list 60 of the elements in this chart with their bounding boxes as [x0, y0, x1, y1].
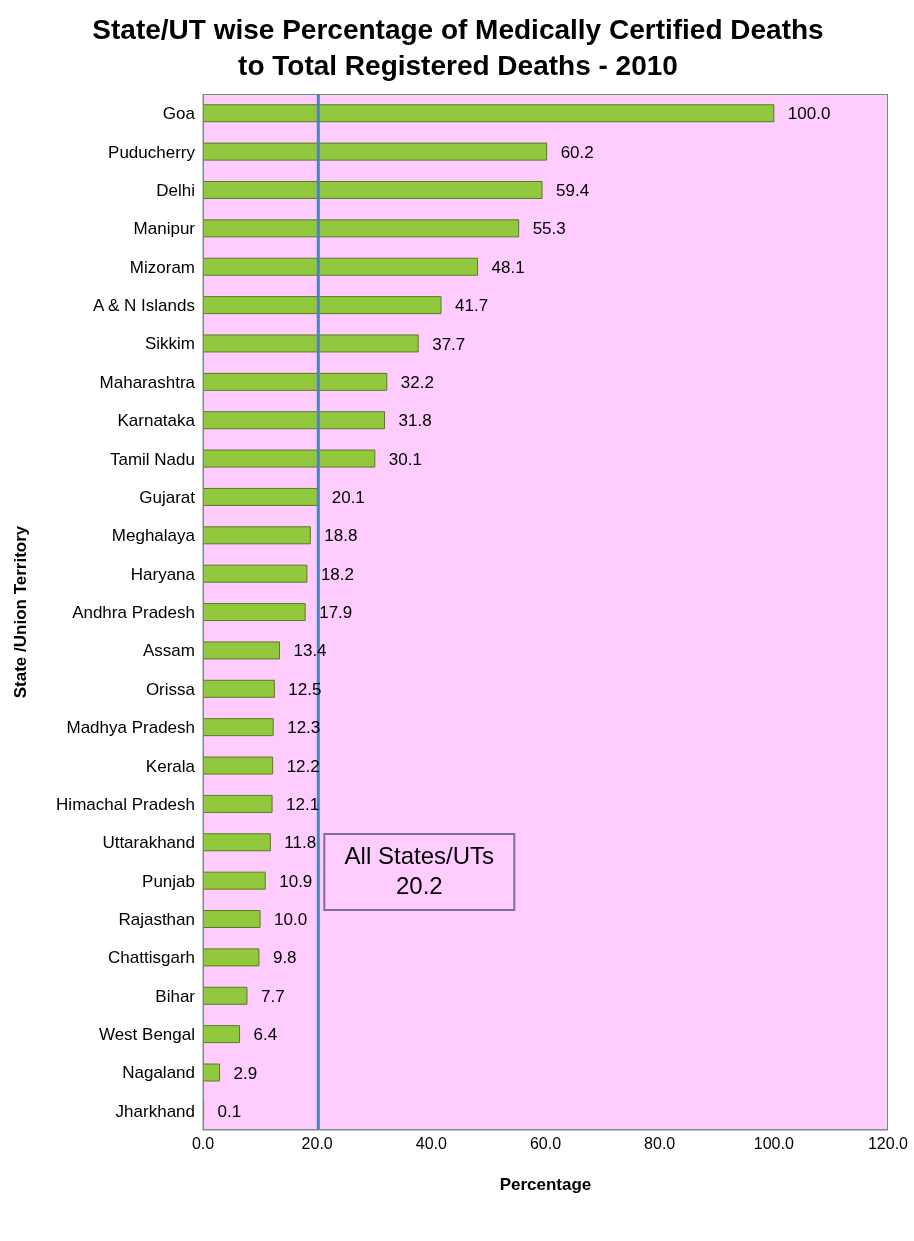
y-tick-label: Goa — [162, 104, 196, 124]
x-tick-label: 0.0 — [191, 1135, 215, 1153]
data-label: 11.8 — [284, 833, 317, 853]
y-tick-label: West Bengal — [98, 1025, 195, 1045]
data-label: 32.2 — [400, 372, 434, 392]
data-label: 18.8 — [324, 526, 358, 546]
x-tick-label: 80.0 — [644, 1135, 676, 1153]
data-label: 100.0 — [787, 104, 831, 124]
data-label: 0.1 — [217, 1101, 242, 1121]
y-tick-label: Bihar — [155, 986, 196, 1006]
y-tick-label: Assam — [143, 641, 195, 661]
data-label: 18.2 — [320, 564, 354, 584]
data-label: 9.8 — [272, 948, 297, 968]
y-tick-label: Maharashtra — [99, 372, 196, 392]
y-tick-label: Gujarat — [139, 487, 196, 507]
data-label: 7.7 — [260, 986, 285, 1006]
y-tick-label: Madhya Pradesh — [66, 718, 195, 738]
y-tick-label: Andhra Pradesh — [72, 603, 195, 623]
x-tick-label: 20.0 — [301, 1135, 333, 1153]
data-label: 41.7 — [455, 296, 489, 316]
data-label: 10.9 — [279, 871, 313, 891]
y-tick-label: Sikkim — [144, 334, 195, 354]
ref-line-label: All States/UTs 20.2 — [344, 842, 494, 899]
y-tick-label: Orissa — [145, 679, 196, 699]
y-tick-label: Meghalaya — [111, 526, 196, 546]
y-tick-label: Rajasthan — [118, 910, 195, 929]
y-axis-title: State /Union Territory — [11, 525, 31, 699]
data-label: 37.7 — [432, 334, 466, 354]
y-tick-label: Punjab — [142, 871, 195, 891]
y-tick-label: Chattisgarh — [108, 948, 195, 968]
data-label: 30.1 — [388, 449, 422, 469]
y-tick-label: Nagaland — [122, 1063, 195, 1083]
data-label: 2.9 — [233, 1063, 258, 1083]
x-axis-title: Percentage — [499, 1175, 592, 1194]
data-label: 17.9 — [319, 603, 353, 623]
y-tick-label: Karnataka — [117, 411, 196, 431]
y-tick-label: Puducherry — [108, 142, 196, 162]
data-label: 59.4 — [556, 181, 590, 201]
y-tick-label: Delhi — [156, 180, 195, 200]
y-tick-label: Himachal Pradesh — [56, 794, 195, 814]
y-tick-label: Jharkhand — [115, 1101, 195, 1121]
y-tick-label: Haryana — [130, 564, 196, 584]
y-tick-label: Uttarakhand — [102, 833, 195, 853]
x-tick-label: 60.0 — [529, 1135, 562, 1153]
x-tick-label: 100.0 — [753, 1135, 794, 1153]
y-tick-label: A & N Islands — [92, 296, 195, 316]
y-tick-label: Mizoram — [129, 257, 195, 277]
data-label: 6.4 — [253, 1025, 278, 1045]
data-label: 20.1 — [331, 487, 365, 507]
y-tick-label: Kerala — [145, 756, 196, 776]
chart-title: State/UT wise Percentage of Medically Certified Deaths to Total Registered Deaths - 2010 — [91, 13, 825, 83]
data-label: 60.2 — [560, 142, 594, 162]
data-label: 10.0 — [274, 910, 308, 930]
data-label: 48.1 — [491, 257, 525, 277]
y-tick-label: Manipur — [133, 219, 196, 239]
data-label: 55.3 — [532, 219, 566, 239]
data-label: 31.8 — [398, 411, 432, 431]
x-tick-label: 40.0 — [415, 1135, 448, 1153]
x-tick-label: 120.0 — [867, 1135, 909, 1153]
y-tick-label: Tamil Nadu — [109, 449, 195, 469]
